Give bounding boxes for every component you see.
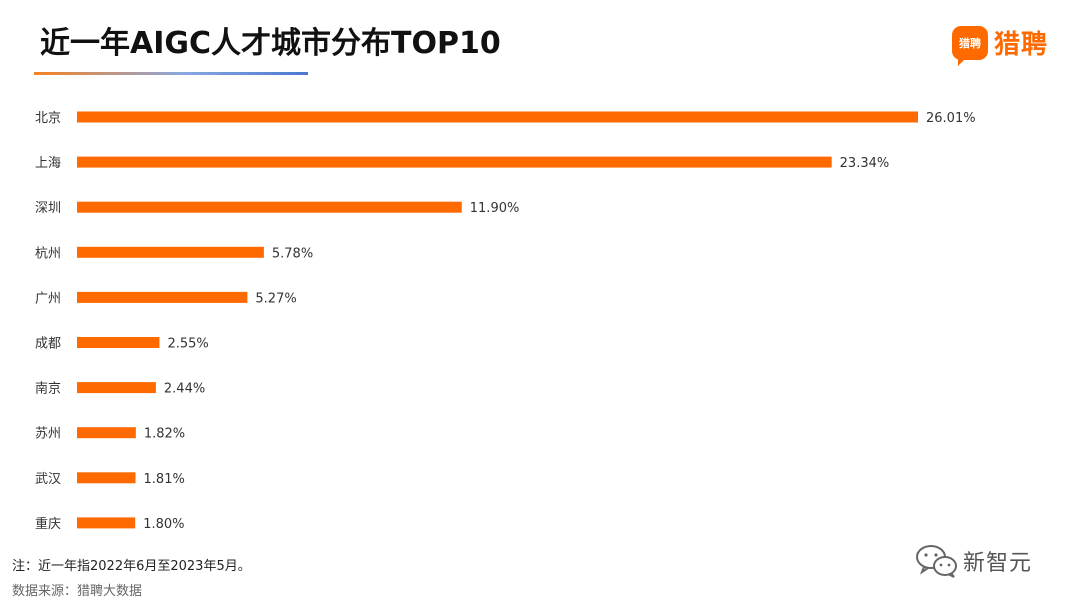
bar (77, 156, 832, 168)
value-label: 2.55% (167, 337, 208, 352)
bar (77, 472, 136, 484)
wechat-chat-icon (916, 545, 957, 578)
brand-name: 猎聘 (994, 30, 1049, 60)
category-label: 杭州 (35, 246, 61, 261)
watermark: 新智元 (915, 542, 1032, 580)
value-label: 1.80% (143, 517, 184, 532)
category-label: 南京 (35, 381, 61, 397)
bar (77, 201, 462, 213)
bar (77, 337, 160, 348)
category-label: 苏州 (35, 426, 61, 442)
bar (77, 291, 248, 303)
value-label: 23.34% (840, 156, 890, 171)
value-label: 5.78% (272, 246, 313, 261)
value-label: 1.82% (144, 427, 185, 442)
footnote: 注：近一年指2022年6月至2023年5月。 (12, 559, 251, 574)
bar (77, 111, 918, 123)
value-label: 2.44% (164, 382, 205, 397)
category-label: 武汉 (35, 472, 61, 487)
chart-title: 近一年AIGC人才城市分布TOP10 (40, 26, 501, 61)
bar (77, 517, 136, 529)
brand-logo: 猎聘 猎聘 (952, 24, 1049, 66)
value-label: 1.81% (144, 472, 185, 487)
category-label: 上海 (35, 156, 61, 171)
brand-badge-icon: 猎聘 (952, 25, 988, 66)
value-label: 26.01% (926, 111, 976, 126)
category-label: 广州 (35, 291, 61, 306)
title-underline (34, 72, 308, 75)
category-label: 重庆 (35, 516, 61, 532)
category-label: 深圳 (35, 201, 61, 216)
watermark-text: 新智元 (963, 551, 1033, 576)
category-label: 北京 (35, 111, 61, 126)
category-label: 成都 (35, 337, 61, 352)
value-label: 11.90% (470, 201, 520, 216)
bar (77, 382, 156, 394)
data-source: 数据来源：猎聘大数据 (12, 584, 143, 599)
value-label: 5.27% (255, 291, 296, 306)
bar (77, 246, 264, 258)
bar (77, 427, 136, 439)
